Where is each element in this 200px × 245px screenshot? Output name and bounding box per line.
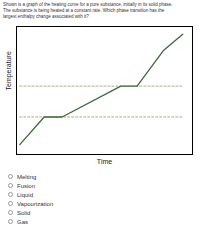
html-text:Vapourization: Vapourization	[17, 200, 54, 207]
html-text:Solid: Solid	[17, 209, 31, 216]
html-text:Melting: Melting	[17, 173, 37, 180]
html-text:Fusion: Fusion	[17, 182, 35, 189]
html-text:Gas: Gas	[17, 218, 28, 225]
svg-text:Time: Time	[97, 158, 112, 165]
html-text:Liquid: Liquid	[17, 191, 33, 198]
html-text:Shown is a graph of the heatin: Shown is a graph of the heating curve fo…	[3, 2, 173, 20]
svg-text:Temperature: Temperature	[5, 51, 13, 90]
